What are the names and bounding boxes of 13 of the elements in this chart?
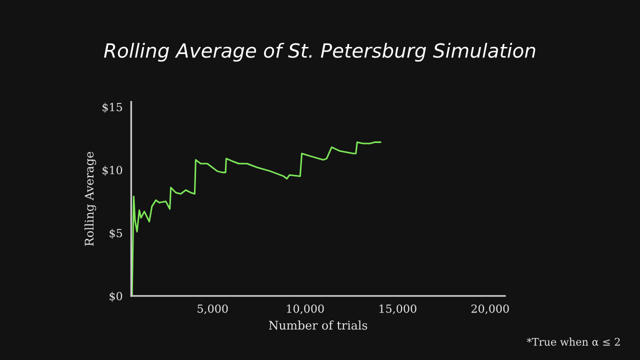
y-tick-label: $10 [102, 166, 122, 176]
line-series [131, 141, 382, 296]
x-tick-label: 20,000 [471, 304, 509, 314]
x-tick-label: 5,000 [198, 304, 228, 314]
y-tick-label: $0 [110, 292, 122, 302]
x-tick-label: 15,000 [380, 304, 416, 314]
text: *True when α ≤ 2 [526, 338, 620, 346]
y-tick-label: $15 [102, 102, 122, 113]
y-axis-title: Rolling Average [84, 152, 96, 246]
x-axis-title: Number of trials [268, 320, 368, 330]
chart-title: Rolling Average of St. Petersburg Simulation [104, 42, 536, 62]
y-tick-label: $5 [110, 228, 122, 239]
x-tick-label: 10,000 [287, 304, 324, 314]
